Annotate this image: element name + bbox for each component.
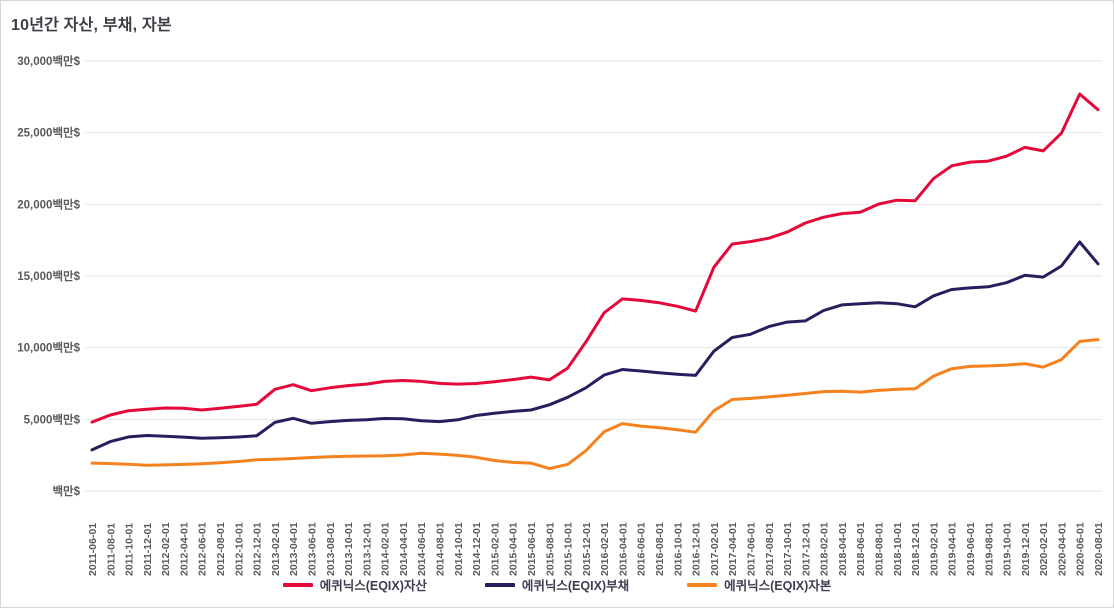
x-axis-tick-label: 2020-08-01 [1093,522,1105,576]
x-axis-tick-label: 2017-06-01 [746,522,758,576]
x-axis-tick-label: 2018-06-01 [855,522,867,576]
x-axis-tick-label: 2013-02-01 [270,522,282,576]
x-axis-tick-label: 2012-04-01 [179,522,191,576]
x-axis-tick-label: 2014-02-01 [380,522,392,576]
x-axis-tick-label: 2016-12-01 [691,522,703,576]
x-axis-tick-label: 2016-10-01 [672,522,684,576]
x-axis-tick-label: 2016-02-01 [599,522,611,576]
x-axis-tick-label: 2017-12-01 [800,522,812,576]
x-axis-tick-label: 2015-10-01 [563,522,575,576]
equity-line-swatch [687,582,718,587]
legend-item-equity[interactable]: 에퀴닉스(EQIX)자본 [687,575,831,594]
x-axis-tick-label: 2015-08-01 [544,522,556,576]
x-axis-tick-label: 2015-02-01 [489,522,501,576]
x-axis-tick-label: 2014-08-01 [435,522,447,576]
x-axis-tick-label: 2017-08-01 [764,522,776,576]
x-axis-tick-label: 2017-02-01 [709,522,721,576]
x-axis-tick-label: 2015-04-01 [508,522,520,576]
assets-line-swatch [282,582,313,587]
x-axis-tick-label: 2013-06-01 [307,522,319,576]
x-axis-tick-label: 2013-08-01 [325,522,337,576]
x-axis-tick-label: 2018-12-01 [910,522,922,576]
x-axis-tick-label: 2014-06-01 [416,522,428,576]
legend-label-equity: 에퀴닉스(EQIX)자본 [724,579,832,593]
legend-item-liabilities[interactable]: 에퀴닉스(EQIX)부채 [484,575,630,594]
x-axis-tick-label: 2020-02-01 [1038,522,1050,576]
x-axis-tick-label: 2014-04-01 [398,522,410,576]
x-axis-tick-label: 2012-08-01 [215,522,227,576]
x-axis-tick-label: 2014-10-01 [453,522,465,576]
x-axis-tick-label: 2011-08-01 [105,523,117,576]
chart-title: 10년간 자산, 부채, 자본 [11,17,172,34]
x-axis-tick-label: 2017-04-01 [727,522,739,576]
x-axis-tick-label: 2019-06-01 [965,522,977,576]
x-axis-tick-label: 2013-04-01 [288,522,300,576]
legend-item-assets[interactable]: 에퀴닉스(EQIX)자산 [282,575,427,594]
y-axis-tick-label: 25,000백만$ [17,126,80,140]
x-axis-tick-label: 2013-10-01 [343,522,355,576]
x-axis-tick-label: 2020-04-01 [1056,522,1068,576]
y-axis-tick-label: 10,000백만$ [17,341,80,355]
x-axis-tick-label: 2011-06-01 [87,523,99,576]
x-axis-tick-label: 2012-10-01 [233,522,245,576]
x-axis-tick-label: 2012-06-01 [197,522,209,576]
x-axis-tick-label: 2018-02-01 [819,522,831,576]
x-axis-tick-label: 2013-12-01 [361,522,373,576]
series-line-equity [90,338,1100,471]
x-axis-tick-label: 2011-12-01 [142,523,154,576]
x-axis-tick-label: 2018-10-01 [892,522,904,576]
y-axis-tick-label: 5,000백만$ [24,412,81,426]
legend-label-liabilities: 에퀴닉스(EQIX)부채 [521,579,630,593]
x-axis-tick-label: 2015-12-01 [581,522,593,576]
x-axis-tick-label: 2019-08-01 [983,522,995,576]
y-axis-tick-label: 15,000백만$ [17,269,80,283]
x-axis-tick-label: 2016-08-01 [654,522,666,576]
x-axis-tick-label: 2014-12-01 [471,522,483,576]
x-axis-tick-label: 2019-02-01 [928,522,940,576]
y-axis-tick-label: 20,000백만$ [17,197,80,211]
x-axis-tick-label: 2016-06-01 [636,522,648,576]
x-axis-tick-label: 2015-06-01 [526,522,538,576]
legend: 에퀴닉스(EQIX)자산 에퀴닉스(EQIX)부채 에퀴닉스(EQIX)자본 [1,575,1113,594]
x-axis-tick-label: 2012-12-01 [252,522,264,576]
y-axis-tick-label: 30,000백만$ [17,54,80,68]
x-axis-tick-label: 2016-04-01 [617,522,629,576]
x-axis-tick-label: 2011-10-01 [124,523,136,576]
x-axis-tick-label: 2017-10-01 [782,522,794,576]
series-line-liabilities [90,240,1100,452]
series-line-assets [90,92,1100,424]
x-axis-tick-label: 2018-04-01 [837,522,849,576]
x-axis-tick-label: 2018-08-01 [874,522,886,576]
x-axis-tick-label: 2012-02-01 [160,522,172,576]
y-axis-tick-label: 백만$ [52,484,80,498]
legend-label-assets: 에퀴닉스(EQIX)자산 [319,579,427,593]
x-axis-tick-label: 2019-12-01 [1020,522,1032,576]
x-axis-tick-label: 2019-10-01 [1002,522,1014,576]
liabilities-line-swatch [484,582,515,587]
x-axis-tick-label: 2019-04-01 [947,522,959,576]
x-axis-tick-label: 2020-06-01 [1075,522,1087,576]
